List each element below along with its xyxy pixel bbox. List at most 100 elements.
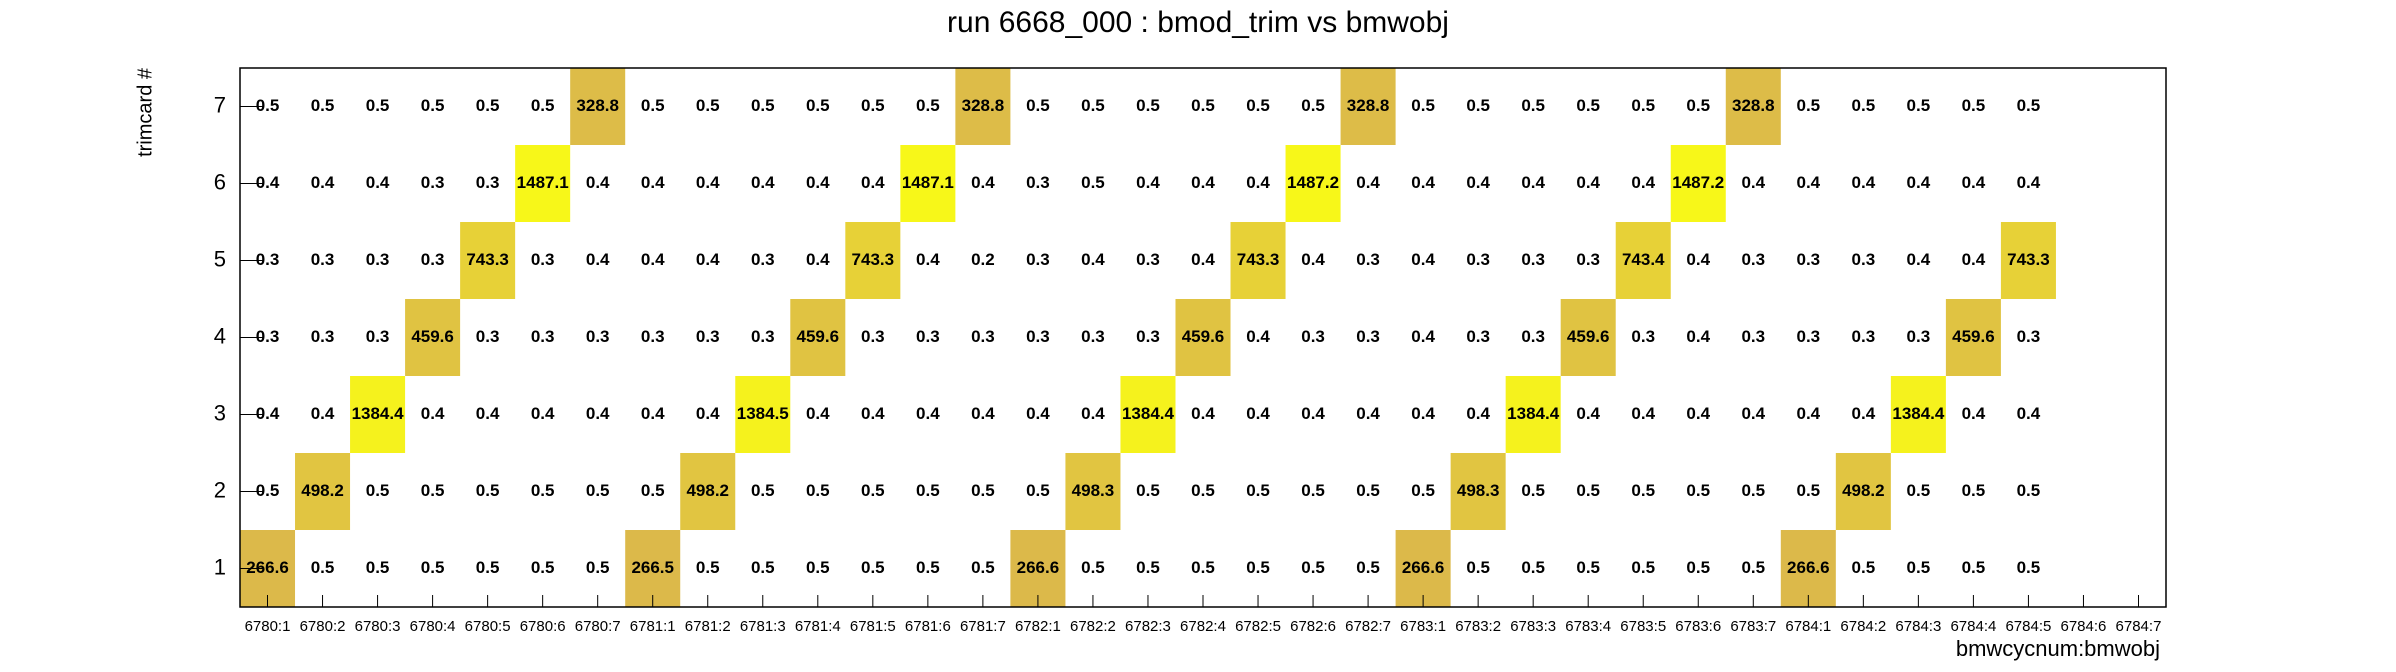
cell-label: 0.5 bbox=[1907, 558, 1931, 577]
x-tick-label: 6780:6 bbox=[520, 618, 566, 635]
x-tick-label: 6782:6 bbox=[1290, 618, 1336, 635]
cell-label: 0.5 bbox=[531, 558, 555, 577]
cell-label: 0.4 bbox=[586, 173, 610, 192]
chart-title: run 6668_000 : bmod_trim vs bmwobj bbox=[947, 6, 1449, 39]
cell-label: 0.5 bbox=[1631, 481, 1655, 500]
cell bbox=[1285, 145, 1341, 222]
cell-label: 1487.1 bbox=[517, 173, 569, 192]
cell-label: 0.4 bbox=[1741, 173, 1765, 192]
cell-label: 0.5 bbox=[366, 96, 390, 115]
cell-label: 0.3 bbox=[1136, 327, 1160, 346]
cell-label: 0.4 bbox=[1026, 404, 1050, 423]
cell-label: 0.4 bbox=[1796, 404, 1820, 423]
cell-label: 0.4 bbox=[971, 404, 995, 423]
cell-label: 0.4 bbox=[1576, 173, 1600, 192]
cell-label: 1384.5 bbox=[737, 404, 789, 423]
cell-label: 0.5 bbox=[1246, 481, 1270, 500]
cell-label: 0.4 bbox=[1411, 173, 1435, 192]
y-tick-label: 7 bbox=[214, 92, 226, 117]
cell-label: 0.4 bbox=[641, 404, 665, 423]
cell-label: 0.5 bbox=[1631, 558, 1655, 577]
cell-label: 0.5 bbox=[971, 558, 995, 577]
cell-label: 0.5 bbox=[2017, 96, 2041, 115]
cell-label: 0.5 bbox=[476, 96, 500, 115]
cell bbox=[1450, 453, 1506, 530]
cell-label: 0.3 bbox=[696, 327, 720, 346]
x-axis-title: bmwcycnum:bmwobj bbox=[1956, 636, 2160, 661]
cell-label: 0.5 bbox=[1521, 558, 1545, 577]
cell-label: 0.4 bbox=[641, 250, 665, 269]
cell-label: 0.5 bbox=[916, 481, 940, 500]
cell-label: 266.5 bbox=[631, 558, 674, 577]
cell-label: 0.5 bbox=[1521, 481, 1545, 500]
cell bbox=[845, 222, 901, 299]
cell-label: 0.4 bbox=[1686, 250, 1710, 269]
cell-label: 0.4 bbox=[641, 173, 665, 192]
cell bbox=[295, 453, 351, 530]
cell-label: 0.3 bbox=[861, 327, 885, 346]
cell-label: 0.5 bbox=[1466, 96, 1490, 115]
cell-label: 0.5 bbox=[421, 96, 445, 115]
cell bbox=[625, 530, 681, 607]
x-tick-label: 6784:3 bbox=[1895, 618, 1941, 635]
cell-label: 0.3 bbox=[256, 250, 280, 269]
x-tick-label: 6780:5 bbox=[465, 618, 511, 635]
cell-label: 0.4 bbox=[1907, 173, 1931, 192]
cell-label: 0.5 bbox=[916, 96, 940, 115]
cell-label: 0.5 bbox=[1026, 96, 1050, 115]
x-tick-label: 6781:6 bbox=[905, 618, 951, 635]
cell-label: 0.5 bbox=[861, 481, 885, 500]
x-tick-label: 6783:4 bbox=[1565, 618, 1611, 635]
cell-label: 0.4 bbox=[476, 404, 500, 423]
cell-label: 0.4 bbox=[586, 404, 610, 423]
cell-label: 0.3 bbox=[1631, 327, 1655, 346]
cell-label: 0.4 bbox=[1081, 404, 1105, 423]
x-tick-label: 6780:3 bbox=[355, 618, 401, 635]
cell-label: 0.4 bbox=[806, 250, 830, 269]
x-tick-label: 6784:2 bbox=[1840, 618, 1886, 635]
cell-label: 0.5 bbox=[696, 96, 720, 115]
cell-label: 0.5 bbox=[1576, 96, 1600, 115]
cell-label: 1384.4 bbox=[352, 404, 405, 423]
x-tick-label: 6781:4 bbox=[795, 618, 841, 635]
cell-label: 1487.2 bbox=[1672, 173, 1724, 192]
cell-label: 0.5 bbox=[1301, 481, 1325, 500]
x-tick-label: 6783:3 bbox=[1510, 618, 1556, 635]
cell-label: 1384.4 bbox=[1507, 404, 1560, 423]
cell-label: 0.3 bbox=[641, 327, 665, 346]
cell-label: 0.3 bbox=[1026, 173, 1050, 192]
cell-label: 0.4 bbox=[1136, 173, 1160, 192]
cell bbox=[1945, 299, 2001, 376]
x-tick-label: 6783:2 bbox=[1455, 618, 1501, 635]
cell-label: 459.6 bbox=[411, 327, 454, 346]
cell-label: 0.5 bbox=[861, 558, 885, 577]
cell-label: 0.5 bbox=[1411, 96, 1435, 115]
cell-label: 0.4 bbox=[311, 173, 335, 192]
cell-label: 0.5 bbox=[1246, 96, 1270, 115]
cell bbox=[1670, 145, 1726, 222]
cell-label: 0.5 bbox=[1796, 481, 1820, 500]
cell-label: 0.5 bbox=[1576, 481, 1600, 500]
cell bbox=[1010, 530, 1066, 607]
cell-label: 0.5 bbox=[1081, 96, 1105, 115]
cell-label: 0.5 bbox=[641, 96, 665, 115]
cell-label: 0.4 bbox=[2017, 173, 2041, 192]
cell bbox=[1780, 530, 1836, 607]
cell-label: 0.5 bbox=[1686, 558, 1710, 577]
cell-label: 0.5 bbox=[1852, 96, 1876, 115]
cell-label: 0.5 bbox=[2017, 481, 2041, 500]
x-tick-label: 6784:5 bbox=[2005, 618, 2051, 635]
cell-label: 0.4 bbox=[1466, 173, 1490, 192]
cell-label: 0.5 bbox=[1301, 558, 1325, 577]
cell-label: 0.5 bbox=[1686, 481, 1710, 500]
cell-label: 0.3 bbox=[1796, 327, 1820, 346]
cell-label: 0.3 bbox=[531, 250, 555, 269]
cell-label: 0.4 bbox=[1411, 404, 1435, 423]
cell-label: 0.4 bbox=[1962, 250, 1986, 269]
x-tick-label: 6781:2 bbox=[685, 618, 731, 635]
cell bbox=[1065, 453, 1121, 530]
cell-label: 0.3 bbox=[421, 173, 445, 192]
cell-label: 0.4 bbox=[256, 404, 280, 423]
cell bbox=[1560, 299, 1616, 376]
